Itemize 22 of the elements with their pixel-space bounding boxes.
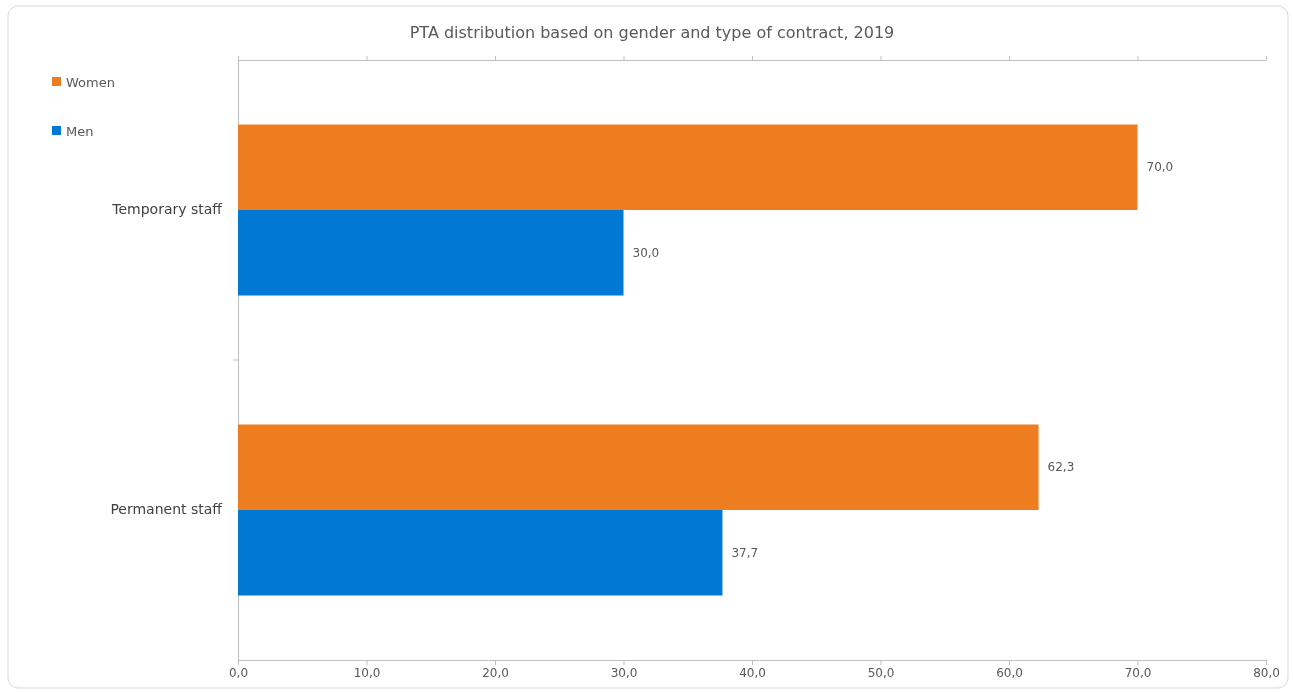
y-tick-label: Temporary staff xyxy=(111,201,223,218)
data-label: 70,0 xyxy=(1146,160,1174,175)
x-tick-label: 20,0 xyxy=(482,665,509,680)
x-tick-label: 80,0 xyxy=(1253,665,1280,680)
bar xyxy=(238,124,1138,210)
x-tick-label: 50,0 xyxy=(867,665,895,680)
y-tick-label: Permanent staff xyxy=(110,501,223,518)
x-tick-label: 60,0 xyxy=(996,665,1023,680)
bar xyxy=(238,510,723,596)
data-label: 62,3 xyxy=(1047,460,1075,475)
bar xyxy=(238,210,624,296)
bar xyxy=(238,424,1039,510)
x-tick-label: 70,0 xyxy=(1124,665,1152,680)
x-tick-label: 30,0 xyxy=(610,665,638,680)
legend-label: Men xyxy=(66,123,94,139)
x-tick-label: 0,0 xyxy=(228,665,249,680)
x-tick-label: 40,0 xyxy=(739,665,766,680)
legend-label: Women xyxy=(66,74,115,90)
chart-title: PTA distribution based on gender and type of contract, 2019 xyxy=(409,23,895,42)
data-label: 30,0 xyxy=(632,245,660,260)
data-label: 37,7 xyxy=(731,545,759,560)
x-tick-label: 10,0 xyxy=(353,665,381,680)
